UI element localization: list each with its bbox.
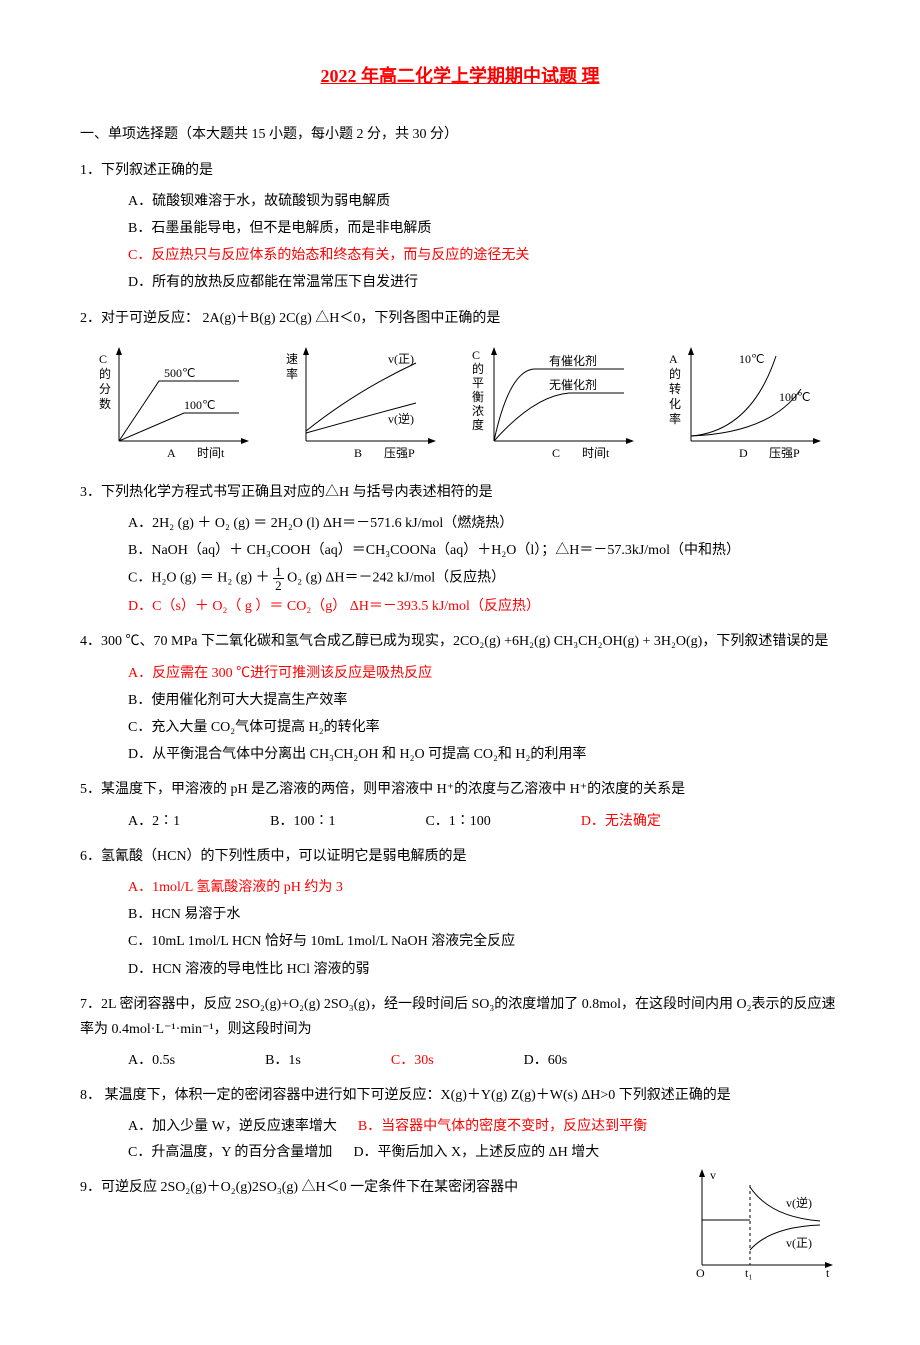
chart-d-l1: 10℃ [739,352,764,366]
chart-b-yl1: 速 [286,352,298,366]
q4-c: C．充入大量 CO₂气体可提高 H₂的转化率 [128,715,840,740]
q1-stem: 1．下列叙述正确的是 [80,158,840,183]
chart-c: 有催化剂 无催化剂 C 的 平 衡 浓 度 时间t C [464,341,644,466]
q3-c: C．H₂O (g) ＝ H₂ (g) ＋ 12 O₂ (g) ΔH＝－242 k… [128,565,840,592]
q1-a: A．硫酸钡难溶于水，故硫酸钡为弱电解质 [128,189,840,214]
chart-d-xl: 压强P [769,446,800,460]
chart-b-l2: v(逆) [388,411,414,426]
q8-a: A．加入少量 W，逆反应速率增大 [128,1119,337,1134]
chart-d-yl4: 化 [669,397,681,411]
frac-half: 12 [273,565,284,592]
q9-yl: v [710,1168,716,1182]
q5-a: A．2∶1 [128,809,180,834]
q5-b: B．100∶1 [270,809,335,834]
q2-charts: 500℃ 100℃ C 的 分 数 时间t A v(正) v(逆) 速 率 压强… [80,341,840,466]
chart-b-xl: 压强P [384,446,415,460]
q9-o: O [696,1266,705,1280]
q5-c: C．1∶100 [425,809,490,834]
q3-a: A．2H₂ (g) ＋ O₂ (g) ＝ 2H₂O (l) ΔH＝－571.6 … [128,511,840,536]
q8-cd-row: C．升高温度，Y 的百分含量增加 D．平衡后加入 X，上述反应的 ΔH 增大 [128,1140,840,1165]
chart-d-tag: D [739,446,748,460]
q5-d: D．无法确定 [581,809,661,834]
q1-c: C．反应热只与反应体系的始态和终态有关，而与反应的途径无关 [128,243,840,268]
q7-a: A．0.5s [128,1048,175,1073]
q4-b: B．使用催化剂可大大提高生产效率 [128,688,840,713]
chart-d-yl1: A [669,352,678,366]
chart-b-tag: B [354,446,362,460]
chart-c-xl: 时间t [582,446,610,460]
q1-b: B．石墨虽能导电，但不是电解质，而是非电解质 [128,216,840,241]
q6-b: B．HCN 易溶于水 [128,902,840,927]
chart-c-yl5: 浓 [472,404,484,418]
q7-stem: 7．2L 密闭容器中，反应 2SO₂(g)+O₂(g) 2SO₃(g)，经一段时… [80,992,840,1042]
q9-stem: 9．可逆反应 2SO₂(g)＋O₂(g)2SO₃(g) △H＜0 一定条件下在某… [80,1175,680,1200]
q8-ab-row: A．加入少量 W，逆反应速率增大 B．当容器中气体的密度不变时，反应达到平衡 [128,1114,840,1139]
chart-c-l1: 有催化剂 [549,353,597,368]
q6-c: C．10mL 1mol/L HCN 恰好与 10mL 1mol/L NaOH 溶… [128,929,840,954]
chart-a-l1: 500℃ [164,366,195,380]
q5-stem: 5．某温度下，甲溶液的 pH 是乙溶液的两倍，则甲溶液中 H⁺的浓度与乙溶液中 … [80,777,840,802]
q9-chart: v v(逆) v(正) O t₁ t [680,1165,840,1285]
q7-c: C．30s [391,1048,434,1073]
chart-a-yl1: C [99,352,107,366]
q9-t1: t₁ [745,1266,753,1280]
q4-stem: 4．300 ℃、70 MPa 下二氧化碳和氢气合成乙醇已成为现实，2CO₂(g)… [80,629,840,654]
q9-l1: v(逆) [786,1195,812,1210]
q8-c: C．升高温度，Y 的百分含量增加 [128,1145,332,1160]
q6-a: A．1mol/L 氢氰酸溶液的 pH 约为 3 [128,875,840,900]
chart-d-yl2: 的 [669,366,681,381]
q3-d: D．C（s）＋ O₂（ g ）＝ CO₂（g） ΔH＝－393.5 kJ/mol… [128,594,840,619]
chart-d-yl3: 转 [669,381,681,396]
q1-d: D．所有的放热反应都能在常温常压下自发进行 [128,270,840,295]
chart-b-yl2: 率 [286,366,298,381]
chart-a-yl3: 分 [99,382,111,396]
chart-a: 500℃ 100℃ C 的 分 数 时间t A [89,341,259,466]
chart-c-yl1: C [472,348,480,362]
chart-c-yl3: 平 [472,376,484,390]
chart-c-tag: C [552,446,560,460]
chart-d: 10℃ 100℃ A 的 转 化 率 压强P D [661,341,831,466]
q6-stem: 6．氢氰酸（HCN）的下列性质中，可以证明它是弱电解质的是 [80,844,840,869]
q6-d: D．HCN 溶液的导电性比 HCl 溶液的弱 [128,957,840,982]
q7-b: B．1s [265,1048,301,1073]
chart-a-xl: 时间t [197,446,225,460]
q8-b: B．当容器中气体的密度不变时，反应达到平衡 [358,1119,647,1134]
q3-c-pre: C．H₂O (g) ＝ H₂ (g) ＋ [128,571,270,586]
q3-c-post: O₂ (g) ΔH＝－242 kJ/mol（反应热） [287,571,505,586]
chart-a-l2: 100℃ [184,398,215,412]
chart-b: v(正) v(逆) 速 率 压强P B [276,341,446,466]
chart-c-yl6: 度 [472,417,484,432]
chart-b-l1: v(正) [388,352,414,366]
page-title: 2022 年高二化学上学期期中试题 理 [80,60,840,92]
chart-d-yl5: 率 [669,411,681,426]
chart-d-l2: 100℃ [779,390,810,404]
chart-a-tag: A [167,446,176,460]
q4-a: A．反应需在 300 ℃进行可推测该反应是吸热反应 [128,661,840,686]
chart-a-yl2: 的 [99,366,111,381]
q3-b: B．NaOH（aq）＋ CH₃COOH（aq）＝CH₃COONa（aq）＋H₂O… [128,538,840,563]
q9-l2: v(正) [786,1236,812,1250]
q8-d: D．平衡后加入 X，上述反应的 ΔH 增大 [353,1145,599,1160]
q7-d: D．60s [524,1048,568,1073]
chart-c-yl4: 衡 [472,390,484,404]
q4-d: D．从平衡混合气体中分离出 CH₃CH₂OH 和 H₂O 可提高 CO₂和 H₂… [128,742,840,767]
chart-a-yl4: 数 [99,396,111,411]
chart-c-l2: 无催化剂 [549,377,597,392]
q3-stem: 3．下列热化学方程式书写正确且对应的△H 与括号内表述相符的是 [80,480,840,505]
q8-stem: 8． 某温度下，体积一定的密闭容器中进行如下可逆反应：X(g)＋Y(g) Z(g… [80,1083,840,1108]
chart-c-yl2: 的 [472,361,484,376]
q2-stem: 2．对于可逆反应： 2A(g)＋B(g) 2C(g) △H＜0，下列各图中正确的… [80,306,840,331]
section-header: 一、单项选择题（本大题共 15 小题，每小题 2 分，共 30 分） [80,122,840,147]
q9-xl: t [826,1266,830,1280]
